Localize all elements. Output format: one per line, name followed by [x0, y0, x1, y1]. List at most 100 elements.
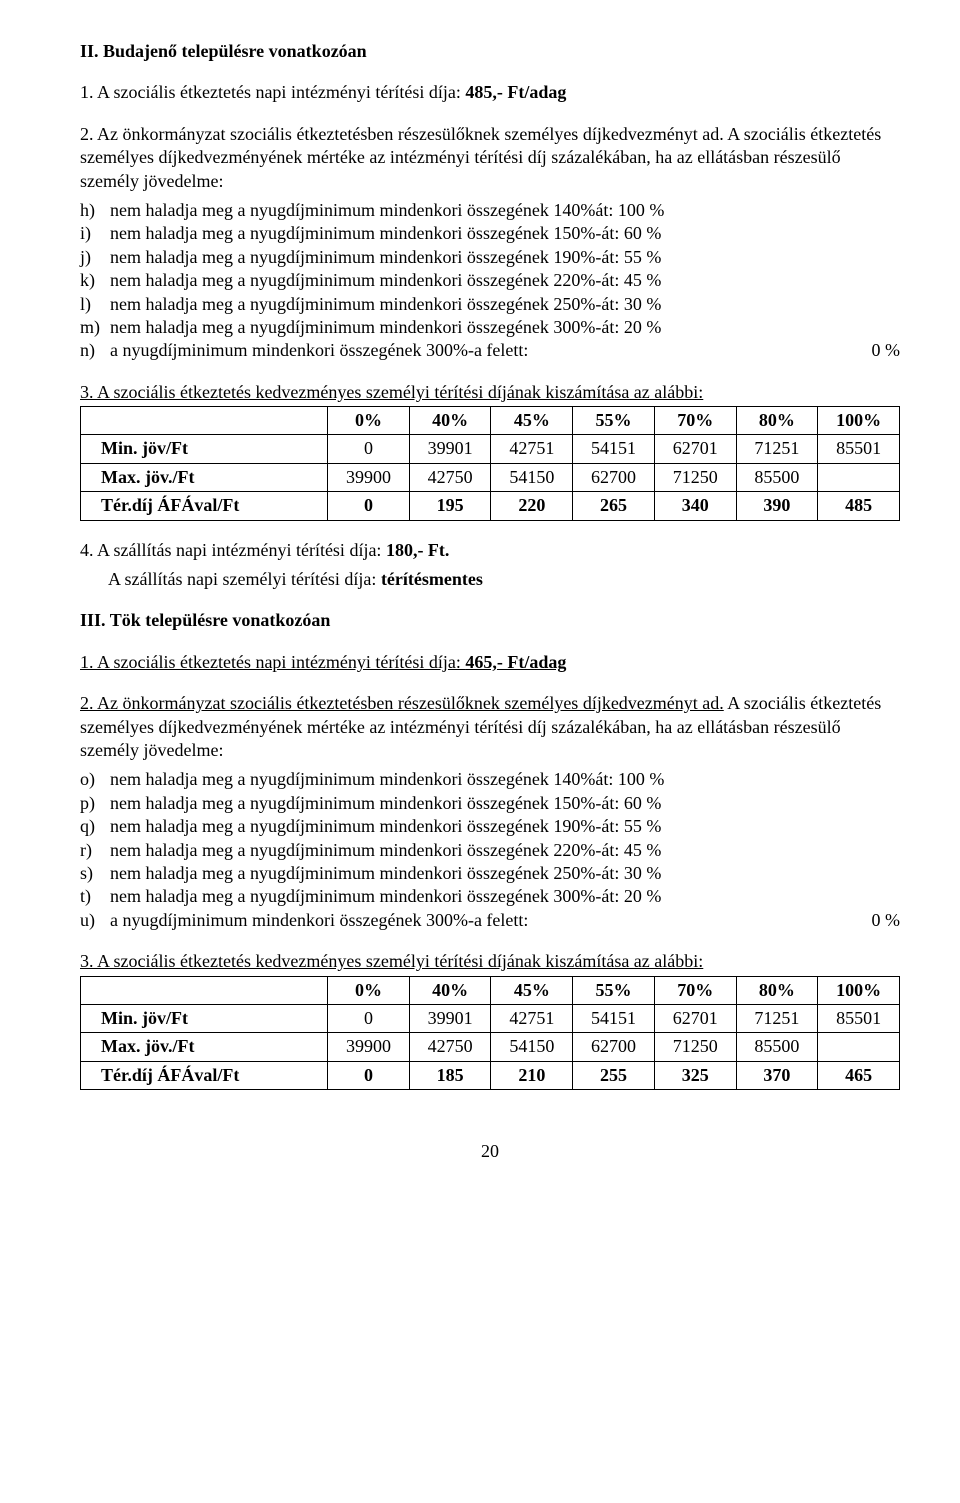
table-cell: 0	[328, 1004, 410, 1032]
table-cell: 39901	[409, 1004, 491, 1032]
list-marker: m)	[80, 316, 110, 339]
table-header-cell: 45%	[491, 976, 573, 1004]
table-header-blank	[81, 407, 328, 435]
section3-list: o)nem haladja meg a nyugdíjminimum minde…	[80, 768, 900, 932]
table-header-cell: 0%	[328, 976, 410, 1004]
list-marker: i)	[80, 222, 110, 245]
list-text: nem haladja meg a nyugdíjminimum mindenk…	[110, 768, 900, 791]
list-item: l)nem haladja meg a nyugdíjminimum minde…	[80, 293, 900, 316]
table-row: Min. jöv/Ft03990142751541516270171251855…	[81, 435, 900, 463]
section2-p4-line1-value: 180,- Ft.	[386, 540, 449, 560]
table-row-label: Min. jöv/Ft	[81, 1004, 328, 1032]
list-marker: l)	[80, 293, 110, 316]
table-cell: 0	[328, 492, 410, 520]
list-text: nem haladja meg a nyugdíjminimum mindenk…	[110, 199, 900, 222]
table-cell	[818, 1033, 900, 1061]
list-text: nem haladja meg a nyugdíjminimum mindenk…	[110, 316, 900, 339]
table-row-label: Max. jöv./Ft	[81, 1033, 328, 1061]
table-cell: 42751	[491, 435, 573, 463]
list-value: 0 %	[832, 909, 901, 932]
list-marker: t)	[80, 885, 110, 908]
table-cell: 390	[736, 492, 818, 520]
list-text: nem haladja meg a nyugdíjminimum mindenk…	[110, 839, 900, 862]
list-text: nem haladja meg a nyugdíjminimum mindenk…	[110, 246, 900, 269]
list-text: nem haladja meg a nyugdíjminimum mindenk…	[110, 792, 900, 815]
table-cell: 85500	[736, 1033, 818, 1061]
list-marker: r)	[80, 839, 110, 862]
list-label: nem haladja meg a nyugdíjminimum mindenk…	[110, 862, 900, 885]
list-marker: k)	[80, 269, 110, 292]
list-marker: h)	[80, 199, 110, 222]
section2-p1-prefix: 1. A szociális étkeztetés napi intézmény…	[80, 82, 465, 102]
table-cell: 54150	[491, 1033, 573, 1061]
table-cell: 54151	[573, 1004, 655, 1032]
list-item: k)nem haladja meg a nyugdíjminimum minde…	[80, 269, 900, 292]
table-cell: 71250	[654, 463, 736, 491]
table-cell: 265	[573, 492, 655, 520]
table-cell: 85500	[736, 463, 818, 491]
table-cell: 62700	[573, 463, 655, 491]
table-header-blank	[81, 976, 328, 1004]
section2-p4: 4. A szállítás napi intézményi térítési …	[80, 539, 900, 592]
table-header-cell: 80%	[736, 407, 818, 435]
table-header-cell: 70%	[654, 407, 736, 435]
list-label: nem haladja meg a nyugdíjminimum mindenk…	[110, 885, 900, 908]
section2-p1: 1. A szociális étkeztetés napi intézmény…	[80, 81, 900, 104]
list-item: m)nem haladja meg a nyugdíjminimum minde…	[80, 316, 900, 339]
list-text: nem haladja meg a nyugdíjminimum mindenk…	[110, 885, 900, 908]
table-cell: 185	[409, 1061, 491, 1089]
list-marker: n)	[80, 339, 110, 362]
table-header-cell: 40%	[409, 976, 491, 1004]
list-label: nem haladja meg a nyugdíjminimum mindenk…	[110, 222, 900, 245]
table-cell: 42750	[409, 1033, 491, 1061]
table-cell: 85501	[818, 1004, 900, 1032]
table-header-cell: 70%	[654, 976, 736, 1004]
table-cell: 71251	[736, 435, 818, 463]
list-text: nem haladja meg a nyugdíjminimum mindenk…	[110, 222, 900, 245]
list-label: nem haladja meg a nyugdíjminimum mindenk…	[110, 815, 900, 838]
table-cell: 370	[736, 1061, 818, 1089]
list-marker: o)	[80, 768, 110, 791]
section3-p2-underline: 2. Az önkormányzat szociális étkeztetésb…	[80, 693, 724, 713]
section2-title: II. Budajenő településre vonatkozóan	[80, 40, 900, 63]
list-item: s)nem haladja meg a nyugdíjminimum minde…	[80, 862, 900, 885]
table-header-cell: 0%	[328, 407, 410, 435]
table-header-cell: 100%	[818, 407, 900, 435]
table-cell: 195	[409, 492, 491, 520]
list-item: o)nem haladja meg a nyugdíjminimum minde…	[80, 768, 900, 791]
section3-p1-value: 465,- Ft/adag	[465, 652, 566, 672]
list-item: j)nem haladja meg a nyugdíjminimum minde…	[80, 246, 900, 269]
table-row-label: Tér.díj ÁFÁval/Ft	[81, 1061, 328, 1089]
section3-table-caption: 3. A szociális étkeztetés kedvezményes s…	[80, 950, 900, 973]
table-cell: 42750	[409, 463, 491, 491]
table-cell: 85501	[818, 435, 900, 463]
list-item: h)nem haladja meg a nyugdíjminimum minde…	[80, 199, 900, 222]
table-row: Min. jöv/Ft03990142751541516270171251855…	[81, 1004, 900, 1032]
list-text: a nyugdíjminimum mindenkori összegének 3…	[110, 909, 900, 932]
list-label: a nyugdíjminimum mindenkori összegének 3…	[110, 339, 832, 362]
table-row-label: Min. jöv/Ft	[81, 435, 328, 463]
section2-list: h)nem haladja meg a nyugdíjminimum minde…	[80, 199, 900, 363]
table-header-cell: 80%	[736, 976, 818, 1004]
table-cell: 71251	[736, 1004, 818, 1032]
table-cell: 39900	[328, 1033, 410, 1061]
table-cell: 465	[818, 1061, 900, 1089]
list-item: p)nem haladja meg a nyugdíjminimum minde…	[80, 792, 900, 815]
table-row: Max. jöv./Ft3990042750541506270071250855…	[81, 463, 900, 491]
list-marker: j)	[80, 246, 110, 269]
list-marker: s)	[80, 862, 110, 885]
table-row: Max. jöv./Ft3990042750541506270071250855…	[81, 1033, 900, 1061]
table-header-cell: 100%	[818, 976, 900, 1004]
list-text: nem haladja meg a nyugdíjminimum mindenk…	[110, 293, 900, 316]
table-cell: 340	[654, 492, 736, 520]
list-item: i)nem haladja meg a nyugdíjminimum minde…	[80, 222, 900, 245]
table-cell: 0	[328, 1061, 410, 1089]
list-item: n)a nyugdíjminimum mindenkori összegének…	[80, 339, 900, 362]
section3-table: 0%40%45%55%70%80%100%Min. jöv/Ft03990142…	[80, 976, 900, 1091]
table-cell: 325	[654, 1061, 736, 1089]
list-label: nem haladja meg a nyugdíjminimum mindenk…	[110, 792, 900, 815]
list-item: t)nem haladja meg a nyugdíjminimum minde…	[80, 885, 900, 908]
table-cell: 62701	[654, 435, 736, 463]
section3-p1: 1. A szociális étkeztetés napi intézmény…	[80, 651, 900, 674]
list-item: q)nem haladja meg a nyugdíjminimum minde…	[80, 815, 900, 838]
